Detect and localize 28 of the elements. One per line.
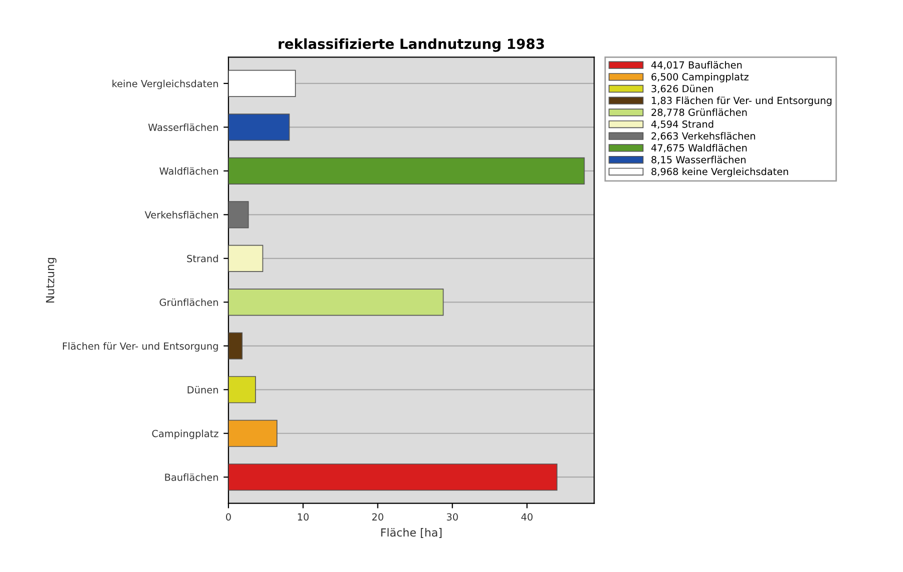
legend-label: 6,500 Campingplatz <box>652 72 749 82</box>
legend-label: 3,626 Dünen <box>652 84 713 94</box>
y-tick-label: Campingplatz <box>152 430 218 440</box>
x-tick-label: 10 <box>298 513 309 521</box>
y-axis-title: Nutzung <box>46 258 56 303</box>
legend-label: 47,675 Waldflächen <box>651 144 747 152</box>
y-tick-label: Verkehsflächen <box>144 210 218 218</box>
y-tick-label: Strand <box>187 254 218 262</box>
legend-label: 2,663 Verkehsflächen <box>652 132 756 141</box>
legend-label: 1,83 Flächen für Ver- und Entsorgung <box>652 96 832 106</box>
legend-label: 8,15 Wasserflächen <box>652 156 746 164</box>
y-tick-label: keine Vergleichsdaten <box>112 80 218 90</box>
legend-label: 4,594 Strand <box>651 120 714 129</box>
chart-title: reklassifizierte Landnutzung 1983 <box>278 38 544 52</box>
x-tick-label: 30 <box>446 513 458 521</box>
y-tick-label: Wasserflächen <box>148 123 218 132</box>
x-tick-label: 20 <box>372 513 384 521</box>
y-tick-label: Bauflächen <box>165 473 218 481</box>
legend-label: 28,778 Grünflächen <box>652 108 747 117</box>
legend-label: 8,968 keine Vergleichsdaten <box>652 168 788 178</box>
x-axis-title: Fläche [ha] <box>381 528 442 538</box>
y-tick-label: Flächen für Ver- und Entsorgung <box>62 342 218 352</box>
x-tick-label: 40 <box>521 513 533 521</box>
y-tick-label: Dünen <box>188 386 218 394</box>
legend-label: 44,017 Bauflächen <box>651 61 742 70</box>
y-tick-label: Waldflächen <box>160 167 218 175</box>
x-tick-label: 0 <box>226 513 231 521</box>
y-tick-label: Grünflächen <box>160 298 218 306</box>
